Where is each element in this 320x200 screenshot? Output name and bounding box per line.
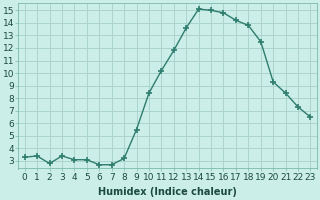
X-axis label: Humidex (Indice chaleur): Humidex (Indice chaleur) [98,187,237,197]
